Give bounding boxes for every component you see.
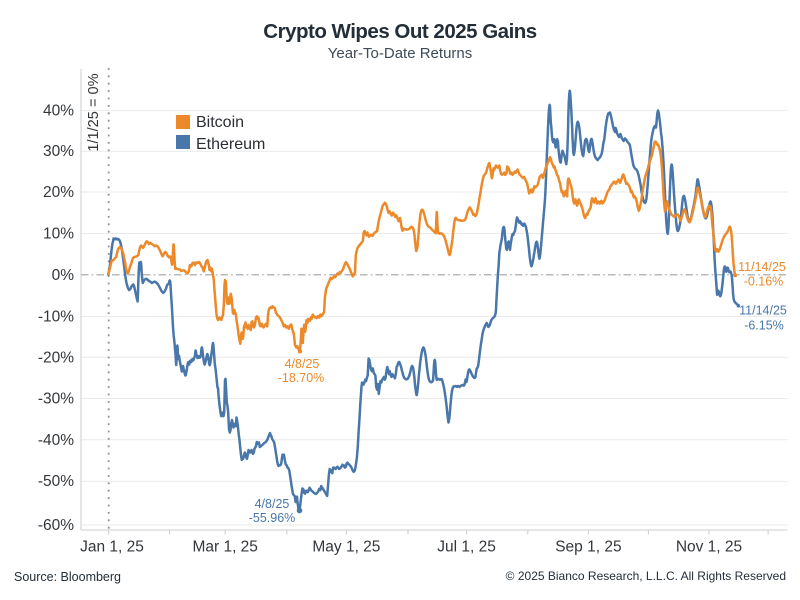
svg-text:0%: 0% [52, 267, 75, 284]
svg-text:-55.96%: -55.96% [249, 511, 296, 525]
svg-text:Mar 1, 25: Mar 1, 25 [192, 539, 257, 556]
svg-text:-18.70%: -18.70% [278, 371, 325, 385]
svg-text:-50%: -50% [38, 473, 74, 490]
svg-text:4/8/25: 4/8/25 [255, 497, 290, 511]
svg-text:© 2025 Bianco Research, L.L.C.: © 2025 Bianco Research, L.L.C. All Right… [506, 569, 786, 583]
svg-text:Ethereum: Ethereum [196, 136, 265, 153]
svg-text:11/14/25: 11/14/25 [739, 304, 787, 318]
svg-text:-30%: -30% [38, 391, 74, 408]
svg-text:-60%: -60% [38, 517, 74, 534]
svg-text:Jul 1, 25: Jul 1, 25 [437, 539, 496, 556]
svg-text:Crypto Wipes Out 2025 Gains: Crypto Wipes Out 2025 Gains [263, 20, 536, 43]
svg-text:Nov 1, 25: Nov 1, 25 [676, 539, 742, 556]
svg-text:-0.16%: -0.16% [744, 275, 784, 289]
svg-text:Jan 1, 25: Jan 1, 25 [80, 539, 144, 556]
svg-text:Source: Bloomberg: Source: Bloomberg [14, 570, 121, 584]
svg-text:-10%: -10% [38, 308, 74, 325]
svg-text:20%: 20% [43, 184, 74, 201]
svg-text:10%: 10% [43, 226, 74, 243]
svg-text:30%: 30% [43, 143, 74, 160]
svg-text:Year-To-Date Returns: Year-To-Date Returns [328, 45, 473, 62]
svg-text:May 1, 25: May 1, 25 [312, 539, 380, 556]
svg-text:-40%: -40% [38, 432, 74, 449]
svg-text:Bitcoin: Bitcoin [196, 114, 244, 131]
svg-text:40%: 40% [43, 103, 74, 120]
svg-text:11/14/25: 11/14/25 [738, 260, 786, 274]
svg-text:Sep 1, 25: Sep 1, 25 [555, 539, 621, 556]
svg-text:-6.15%: -6.15% [744, 319, 784, 333]
svg-text:4/8/25: 4/8/25 [285, 357, 320, 371]
svg-text:1/1/25 = 0%: 1/1/25 = 0% [86, 73, 102, 151]
svg-text:-20%: -20% [38, 349, 74, 366]
